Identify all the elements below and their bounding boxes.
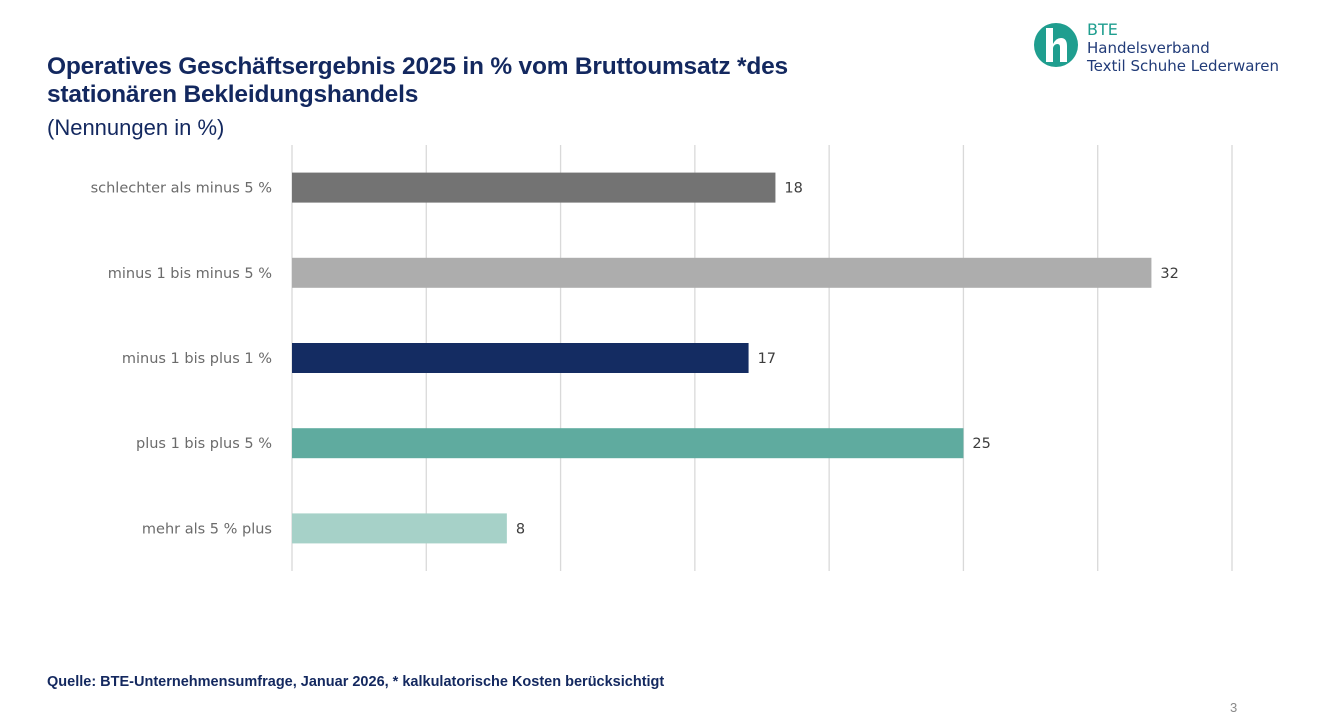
- value-label-0: 18: [784, 181, 802, 197]
- category-label-4: mehr als 5 % plus: [142, 521, 272, 537]
- bar-0: [292, 172, 776, 203]
- source-note: Quelle: BTE-Unternehmensumfrage, Januar …: [47, 674, 665, 690]
- bar-1: [292, 257, 1152, 288]
- category-label-1: minus 1 bis minus 5 %: [108, 266, 272, 282]
- value-label-3: 25: [972, 436, 990, 452]
- category-label-0: schlechter als minus 5 %: [91, 181, 272, 197]
- category-label-3: plus 1 bis plus 5 %: [136, 436, 272, 452]
- logo-line-2: Handelsverband: [1087, 39, 1210, 57]
- category-labels: schlechter als minus 5 % minus 1 bis minu…: [91, 181, 272, 538]
- gridlines: [291, 145, 1233, 571]
- bars: [292, 172, 1152, 544]
- bte-h-logo-icon: [1034, 23, 1078, 67]
- value-label-1: 32: [1160, 266, 1178, 282]
- bar-2: [292, 343, 749, 373]
- logo-text: BTE Handelsverband Textil Schuhe Lederwa…: [1087, 20, 1279, 75]
- value-labels: 18 32 17 25 8: [516, 181, 1179, 538]
- bar-4: [292, 513, 507, 544]
- bte-logo: BTE Handelsverband Textil Schuhe Lederwa…: [1033, 20, 1293, 80]
- logo-bte: BTE: [1087, 20, 1118, 39]
- title-line-2: stationären Bekleidungshandels: [47, 81, 419, 108]
- value-label-2: 17: [758, 351, 776, 367]
- chart-title: Operatives Geschäftsergebnis 2025 in % v…: [47, 53, 947, 109]
- title-line-1: Operatives Geschäftsergebnis 2025 in % v…: [47, 53, 788, 80]
- value-label-4: 8: [516, 521, 525, 537]
- logo-line-3: Textil Schuhe Lederwaren: [1087, 57, 1279, 75]
- category-label-2: minus 1 bis plus 1 %: [122, 351, 272, 367]
- chart-subtitle: (Nennungen in %): [47, 115, 225, 140]
- bar-3: [292, 428, 964, 459]
- page-number: 3: [1230, 700, 1238, 715]
